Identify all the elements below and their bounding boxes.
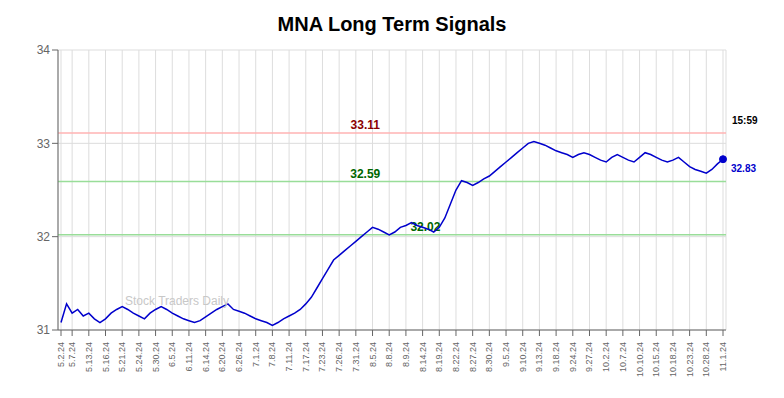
html-text:Stock Traders Daily: Stock Traders Daily	[125, 294, 229, 308]
svg-text:8.22.24: 8.22.24	[451, 342, 461, 372]
svg-text:8.8.24: 8.8.24	[384, 342, 394, 367]
svg-text:10.10.24: 10.10.24	[635, 342, 645, 377]
svg-text:33: 33	[37, 137, 51, 151]
svg-text:8.19.24: 8.19.24	[434, 342, 444, 372]
html-text:MNA Long Term Signals: MNA Long Term Signals	[277, 13, 507, 35]
svg-text:6.26.24: 6.26.24	[234, 342, 244, 372]
svg-text:11.1.24: 11.1.24	[718, 342, 728, 371]
svg-text:10.23.24: 10.23.24	[685, 342, 695, 377]
svg-text:9.24.24: 9.24.24	[568, 342, 578, 372]
svg-text:10.28.24: 10.28.24	[701, 342, 711, 377]
svg-text:6.14.24: 6.14.24	[201, 342, 211, 372]
svg-text:7.11.24: 7.11.24	[284, 342, 294, 371]
svg-text:10.15.24: 10.15.24	[651, 342, 661, 377]
svg-text:7.26.24: 7.26.24	[334, 342, 344, 372]
svg-text:7.17.24: 7.17.24	[301, 342, 311, 372]
svg-text:33.11: 33.11	[351, 118, 381, 132]
svg-text:9.18.24: 9.18.24	[551, 342, 561, 372]
svg-text:5.7.24: 5.7.24	[67, 342, 77, 367]
svg-text:5.13.24: 5.13.24	[84, 342, 94, 372]
svg-text:5.2.24: 5.2.24	[56, 342, 66, 367]
svg-text:34: 34	[37, 43, 51, 57]
svg-text:8.27.24: 8.27.24	[468, 342, 478, 372]
svg-text:32.83: 32.83	[731, 163, 756, 174]
svg-text:9.5.24: 9.5.24	[501, 342, 511, 367]
svg-text:15:59: 15:59	[732, 115, 758, 126]
svg-text:8.14.24: 8.14.24	[418, 342, 428, 372]
svg-text:31: 31	[37, 323, 51, 337]
svg-text:5.24.24: 5.24.24	[134, 342, 144, 372]
svg-text:10.18.24: 10.18.24	[668, 342, 678, 377]
svg-text:5.21.24: 5.21.24	[117, 342, 127, 372]
svg-text:7.23.24: 7.23.24	[317, 342, 327, 372]
svg-text:8.30.24: 8.30.24	[484, 342, 494, 372]
svg-text:9.10.24: 9.10.24	[518, 342, 528, 372]
svg-text:6.20.24: 6.20.24	[217, 342, 227, 372]
svg-text:7.8.24: 7.8.24	[267, 342, 277, 367]
svg-text:8.9.24: 8.9.24	[401, 342, 411, 367]
svg-text:7.1.24: 7.1.24	[251, 342, 261, 367]
svg-text:5.16.24: 5.16.24	[101, 342, 111, 372]
svg-text:32.59: 32.59	[350, 167, 380, 181]
svg-text:10.2.24: 10.2.24	[601, 342, 611, 372]
svg-text:7.31.24: 7.31.24	[351, 342, 361, 372]
svg-text:6.11.24: 6.11.24	[184, 342, 194, 371]
svg-text:32.02: 32.02	[410, 220, 440, 234]
svg-text:5.30.24: 5.30.24	[151, 342, 161, 372]
svg-text:8.5.24: 8.5.24	[368, 342, 378, 367]
svg-text:6.5.24: 6.5.24	[167, 342, 177, 367]
svg-text:9.13.24: 9.13.24	[534, 342, 544, 372]
svg-text:9.27.24: 9.27.24	[584, 342, 594, 372]
svg-text:10.7.24: 10.7.24	[618, 342, 628, 372]
svg-text:32: 32	[37, 230, 51, 244]
